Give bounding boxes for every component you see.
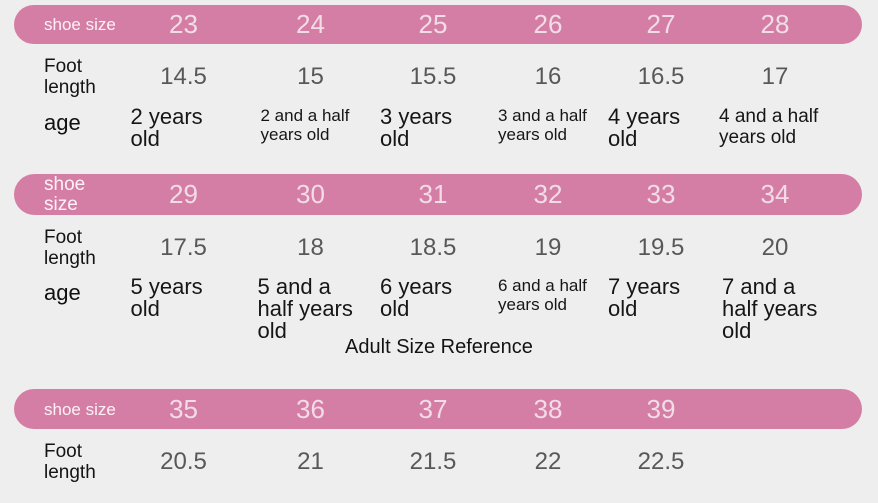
foot-length-cell: 15.5 xyxy=(409,63,457,90)
shoe-size-cell: 29 xyxy=(169,179,198,209)
age-cell: 7 years old xyxy=(604,276,718,321)
foot-length-cell: 17 xyxy=(761,63,789,90)
foot-length-cell: 17.5 xyxy=(160,234,207,261)
shoe-size-cell: 25 xyxy=(418,9,448,39)
foot-length-row-label: Foot length xyxy=(44,227,96,269)
foot-length-cell: 20 xyxy=(761,234,789,261)
foot-length-row-3: Foot length 20.5 21 21.5 22 22.5 xyxy=(14,437,862,487)
age-cell: 3 and a half years old xyxy=(492,106,604,145)
age-text: 4 and a half years old xyxy=(719,106,819,148)
foot-length-cell: 18.5 xyxy=(409,234,457,261)
shoe-size-cell: 23 xyxy=(169,9,198,39)
foot-length-row-label: Foot length xyxy=(44,56,96,98)
age-cell: 2 years old xyxy=(120,106,247,151)
shoe-size-cell: 37 xyxy=(418,393,448,424)
adult-size-reference-heading: Adult Size Reference xyxy=(345,336,533,358)
age-row-label: age xyxy=(44,280,81,305)
shoe-size-row-label: shoe size xyxy=(44,399,116,419)
age-row-label: age xyxy=(44,110,81,135)
shoe-size-cell: 28 xyxy=(760,9,790,39)
shoe-size-row-label: shoe size xyxy=(44,15,116,34)
age-text: 3 years old xyxy=(380,104,453,151)
foot-length-cell: 21.5 xyxy=(409,448,457,475)
foot-length-cell: 22.5 xyxy=(637,448,685,475)
age-text: 6 and a half years old xyxy=(498,276,587,314)
foot-length-cell: 15 xyxy=(297,63,324,90)
foot-length-cell: 16 xyxy=(534,63,562,90)
age-cell: 7 and a half years old xyxy=(718,276,862,343)
shoe-size-header-bar-1: shoe size 23 24 25 26 27 28 xyxy=(14,5,862,44)
age-text: 7 years old xyxy=(608,274,681,321)
age-cell: 6 and a half years old xyxy=(492,276,604,315)
age-text: 5 years old xyxy=(130,274,203,321)
age-row-1: age 2 years old 2 and a half years old 3… xyxy=(14,106,862,151)
age-cell: 5 years old xyxy=(120,276,247,321)
foot-length-cell: 14.5 xyxy=(160,63,207,90)
age-text: 4 years old xyxy=(608,104,681,151)
age-cell: 3 years old xyxy=(374,106,492,151)
shoe-size-cell: 36 xyxy=(296,393,325,424)
shoe-size-header-bar-3: shoe size 35 36 37 38 39 xyxy=(14,389,862,429)
shoe-size-cell: 33 xyxy=(646,179,676,209)
shoe-size-cell: 26 xyxy=(533,9,563,39)
shoe-size-cell: 39 xyxy=(646,393,676,424)
shoe-size-row-label: shoe size xyxy=(44,173,86,215)
shoe-size-cell: 27 xyxy=(646,9,676,39)
shoe-size-cell: 30 xyxy=(296,179,325,209)
age-text: 2 and a half years old xyxy=(260,106,350,144)
age-cell: 4 years old xyxy=(604,106,718,151)
shoe-size-cell: 32 xyxy=(533,179,563,209)
age-cell: 5 and a half years old xyxy=(247,276,374,343)
foot-length-cell: 20.5 xyxy=(160,448,207,475)
age-text: 3 and a half years old xyxy=(498,106,587,144)
foot-length-cell: 19 xyxy=(534,234,562,261)
shoe-size-cell: 38 xyxy=(533,393,563,424)
age-row-2: age 5 years old 5 and a half years old 6… xyxy=(14,276,862,343)
foot-length-cell: 21 xyxy=(297,448,324,475)
age-cell: 4 and a half years old xyxy=(718,106,862,148)
age-text: 7 and a half years old xyxy=(722,274,818,343)
shoe-size-cell: 34 xyxy=(760,179,790,209)
shoe-size-cell: 35 xyxy=(169,393,198,424)
foot-length-cell: 18 xyxy=(297,234,324,261)
foot-length-cell: 16.5 xyxy=(637,63,685,90)
foot-length-row-label: Foot length xyxy=(44,441,96,483)
age-cell: 2 and a half years old xyxy=(247,106,374,145)
shoe-size-cell: 24 xyxy=(296,9,325,39)
shoe-size-cell: 31 xyxy=(418,179,448,209)
age-text: 6 years old xyxy=(380,274,453,321)
foot-length-cell: 22 xyxy=(534,448,562,475)
shoe-size-header-bar-2: shoe size 29 30 31 32 33 34 xyxy=(14,174,862,215)
foot-length-row-2: Foot length 17.5 18 18.5 19 19.5 20 xyxy=(14,225,862,271)
age-text: 2 years old xyxy=(130,104,203,151)
age-text: 5 and a half years old xyxy=(257,274,353,343)
foot-length-cell: 19.5 xyxy=(637,234,685,261)
age-cell: 6 years old xyxy=(374,276,492,321)
foot-length-row-1: Foot length 14.5 15 15.5 16 16.5 17 xyxy=(14,54,862,100)
